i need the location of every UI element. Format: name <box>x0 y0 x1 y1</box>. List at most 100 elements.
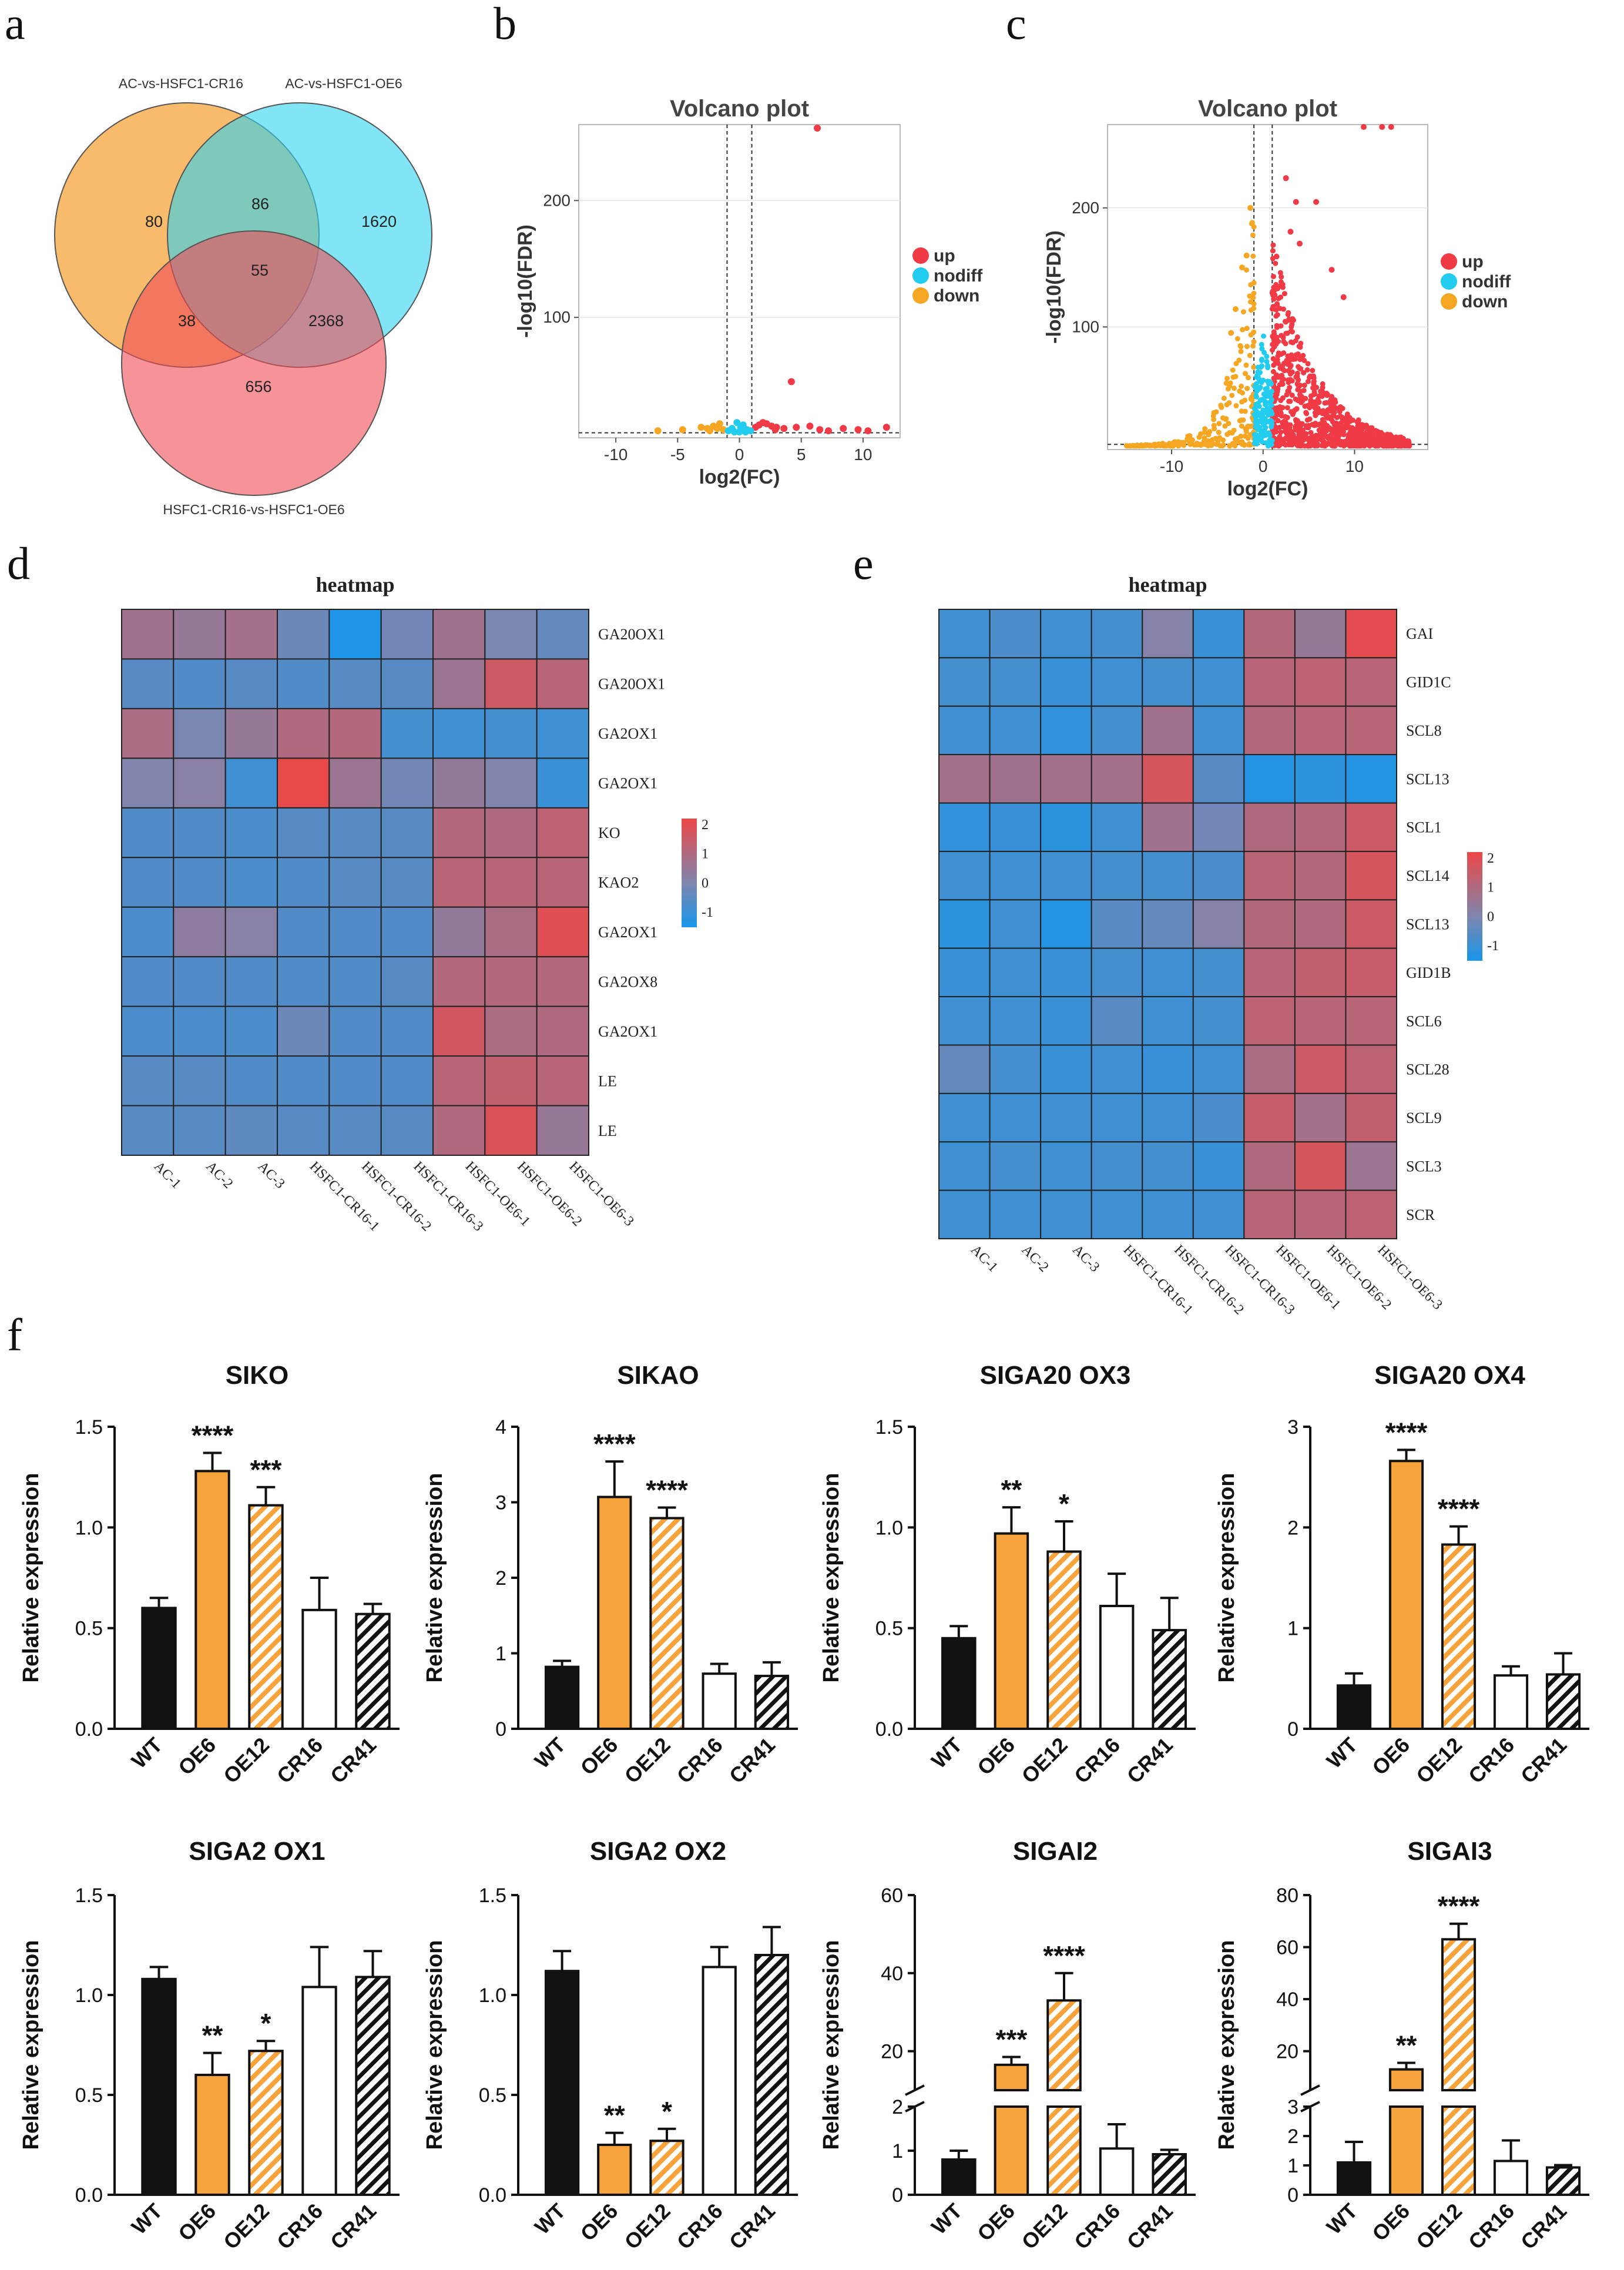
heatmap-cell <box>1345 947 1397 998</box>
heatmap-cell <box>277 807 330 859</box>
volcano-point-down <box>1189 437 1195 443</box>
bar-plot-0: SIKO 0.0 0.5 1.0 1.5 Relative expression WT ***… <box>19 1361 400 1788</box>
heatmap-cell <box>173 1055 226 1107</box>
volcano-point-up <box>1284 431 1290 437</box>
bar-wt <box>941 2158 977 2196</box>
heatmap-cell <box>173 1005 226 1057</box>
heatmap-legend-segment <box>1467 879 1482 884</box>
heatmap-cell <box>938 947 991 998</box>
volcano-xtick-label: -10 <box>1160 457 1183 475</box>
heatmap-cell <box>1142 705 1194 756</box>
heatmap-cell <box>121 1105 175 1156</box>
heatmap-cell <box>432 807 486 859</box>
heatmap-cell <box>1192 657 1245 707</box>
volcano-point-up <box>1361 432 1367 438</box>
volcano-xtick-label: -10 <box>604 445 628 464</box>
heatmap-cell <box>1091 899 1143 949</box>
heatmap-cell <box>938 705 991 756</box>
bar-ylabel: Relative expression <box>422 1473 447 1683</box>
heatmap-cell <box>1142 1189 1194 1239</box>
bar-significance-stars: * <box>662 2096 672 2127</box>
volcano-point-up <box>1339 414 1345 420</box>
volcano-point-up <box>1271 296 1277 302</box>
volcano-point-down <box>1247 353 1253 358</box>
heatmap-row-label: SCL9 <box>1406 1109 1442 1126</box>
heatmap-cell <box>432 708 486 759</box>
heatmap-cell <box>1192 705 1245 756</box>
volcano-point-down <box>1243 428 1249 434</box>
heatmap-cell <box>328 658 382 709</box>
volcano-point-down <box>1230 374 1236 380</box>
bar-oe12 <box>1046 2105 1082 2196</box>
heatmap-legend-tick: 2 <box>702 817 709 833</box>
heatmap-cell <box>1345 1044 1397 1094</box>
heatmap-legend-segment <box>682 841 697 846</box>
heatmap-cell <box>1345 1141 1397 1191</box>
heatmap-cell <box>536 857 590 908</box>
heatmap-cell <box>1142 754 1194 804</box>
heatmap-cell <box>938 609 991 659</box>
volcano-point-up <box>1274 324 1280 330</box>
heatmap-cell <box>938 1092 991 1143</box>
heatmap-cell <box>1294 1141 1347 1191</box>
heatmap-cell <box>432 857 486 908</box>
heatmap-cell <box>432 1105 486 1156</box>
volcano-point-up <box>1283 435 1289 441</box>
volcano-point-up <box>1277 270 1283 276</box>
volcano-point-up <box>1397 437 1402 442</box>
heatmap-cell <box>432 956 486 1007</box>
panel-label-b: b <box>494 0 516 49</box>
heatmap-cell <box>380 658 434 709</box>
heatmap-cell <box>328 857 382 908</box>
heatmap-cell <box>1091 754 1143 804</box>
bar-significance-stars: ** <box>202 2020 223 2051</box>
volcano-point-up <box>1301 357 1307 363</box>
heatmap-cell <box>1294 754 1347 804</box>
heatmap-cell <box>484 956 538 1007</box>
heatmap-cell <box>121 1005 175 1057</box>
heatmap-cell <box>173 658 226 709</box>
volcano-point-up <box>1347 430 1353 436</box>
bar-plot-3: SIGA20 OX4 0 1 2 3 Relative expression WT **** O… <box>1214 1361 1589 1788</box>
volcano-point-down <box>1227 380 1233 386</box>
bar-wt <box>544 1665 580 1730</box>
bar-ytick-label: 2 <box>892 2096 903 2118</box>
heatmap-cell <box>1142 850 1194 901</box>
heatmap-cell <box>277 658 330 709</box>
heatmap-cell <box>328 956 382 1007</box>
heatmap-legend-segment <box>682 922 697 927</box>
heatmap-legend-segment <box>682 895 697 900</box>
volcano-point-up <box>1327 398 1333 404</box>
volcano-point-up <box>1307 405 1313 411</box>
volcano-point-down <box>1228 330 1234 336</box>
bar-ytick-label: 1.5 <box>75 1885 103 1907</box>
heatmap-cell <box>1040 1141 1092 1191</box>
bar-oe12-upper <box>1046 1999 1082 2092</box>
heatmap-cell <box>380 757 434 809</box>
volcano-point-down <box>1249 221 1254 227</box>
volcano-point-down <box>1167 443 1173 449</box>
heatmap-cell <box>277 857 330 908</box>
heatmap-cell <box>1243 899 1296 949</box>
volcano-point-up <box>1281 338 1287 344</box>
volcano-point-up <box>1379 124 1385 130</box>
bar-category-label: WT <box>927 2199 967 2239</box>
heatmap-col-label: AC-1 <box>151 1159 184 1192</box>
volcano-point-down <box>1130 442 1136 448</box>
volcano-point-up <box>1298 435 1304 441</box>
volcano-point-nodiff <box>1259 346 1265 352</box>
volcano-point-up <box>1332 397 1338 403</box>
heatmap-cell <box>173 807 226 859</box>
heatmap-legend-segment <box>1467 937 1482 943</box>
volcano-point-up <box>1279 333 1284 338</box>
volcano-point-up <box>1270 242 1276 248</box>
bar-ytick-label: 1.0 <box>479 1984 506 2007</box>
volcano-point-down <box>1210 413 1216 419</box>
volcano-point-up <box>1303 410 1309 415</box>
volcano-point-up <box>1286 389 1291 395</box>
heatmap-legend-segment <box>682 854 697 860</box>
volcano-point-up <box>1280 395 1286 401</box>
volcano-point-down <box>1242 371 1248 377</box>
volcano-legend-label-nodiff: nodiff <box>1462 272 1511 291</box>
heatmap-cell <box>1091 850 1143 901</box>
